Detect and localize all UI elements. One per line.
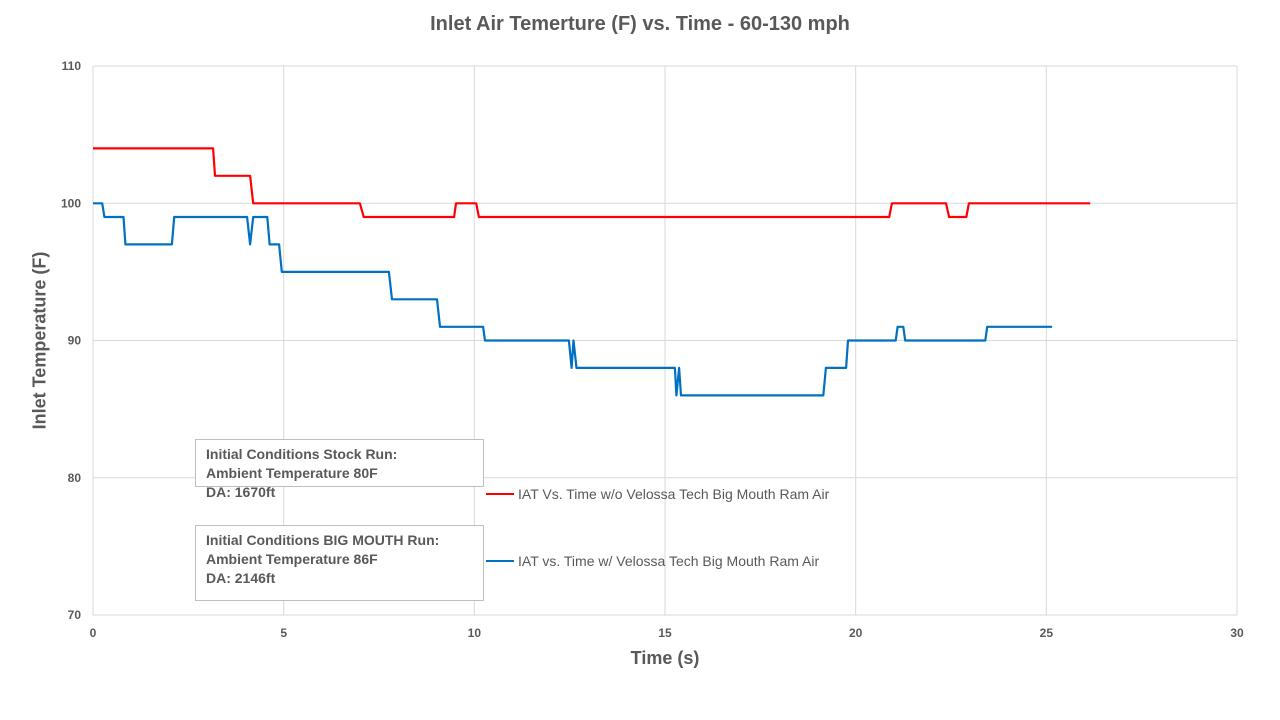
legend-label: IAT Vs. Time w/o Velossa Tech Big Mouth … — [518, 486, 830, 502]
x-tick-label: 20 — [849, 626, 863, 640]
annotation-stock-run: Initial Conditions Stock Run: Ambient Te… — [195, 439, 484, 500]
annotation-line: Ambient Temperature 80F — [206, 465, 378, 481]
annotation-line: Initial Conditions Stock Run: — [206, 446, 398, 462]
y-tick-label: 100 — [61, 196, 81, 210]
x-tick-label: 25 — [1040, 626, 1054, 640]
x-tick-label: 10 — [468, 626, 482, 640]
legend-swatch-blue — [486, 560, 514, 562]
annotation-line: Ambient Temperature 86F — [206, 551, 378, 567]
legend-entry-stock: IAT Vs. Time w/o Velossa Tech Big Mouth … — [486, 486, 829, 502]
x-axis-label: Time (s) — [630, 648, 700, 668]
y-tick-label: 110 — [62, 59, 82, 73]
annotation-line: Initial Conditions BIG MOUTH Run: — [206, 532, 440, 548]
series-line-1 — [93, 202, 1053, 397]
annotation-line: DA: 1670ft — [206, 484, 276, 500]
y-axis-label: Inlet Temperature (F) — [29, 251, 50, 430]
series-line-0 — [93, 147, 1091, 219]
annotation-line: DA: 2146ft — [206, 570, 276, 586]
x-tick-label: 15 — [658, 626, 672, 640]
x-tick-label: 0 — [90, 626, 97, 640]
x-tick-label: 5 — [280, 626, 287, 640]
y-tick-label: 70 — [68, 608, 82, 622]
y-tick-label: 80 — [68, 471, 82, 485]
chart-title: Inlet Air Temerture (F) vs. Time - 60-13… — [430, 13, 850, 35]
legend-swatch-red — [486, 493, 514, 495]
y-tick-label: 90 — [68, 334, 82, 348]
legend-label: IAT vs. Time w/ Velossa Tech Big Mouth R… — [518, 553, 820, 569]
legend-entry-bigmouth: IAT vs. Time w/ Velossa Tech Big Mouth R… — [486, 553, 819, 569]
x-tick-label: 30 — [1230, 626, 1244, 640]
annotation-bigmouth-run: Initial Conditions BIG MOUTH Run: Ambien… — [195, 525, 484, 601]
